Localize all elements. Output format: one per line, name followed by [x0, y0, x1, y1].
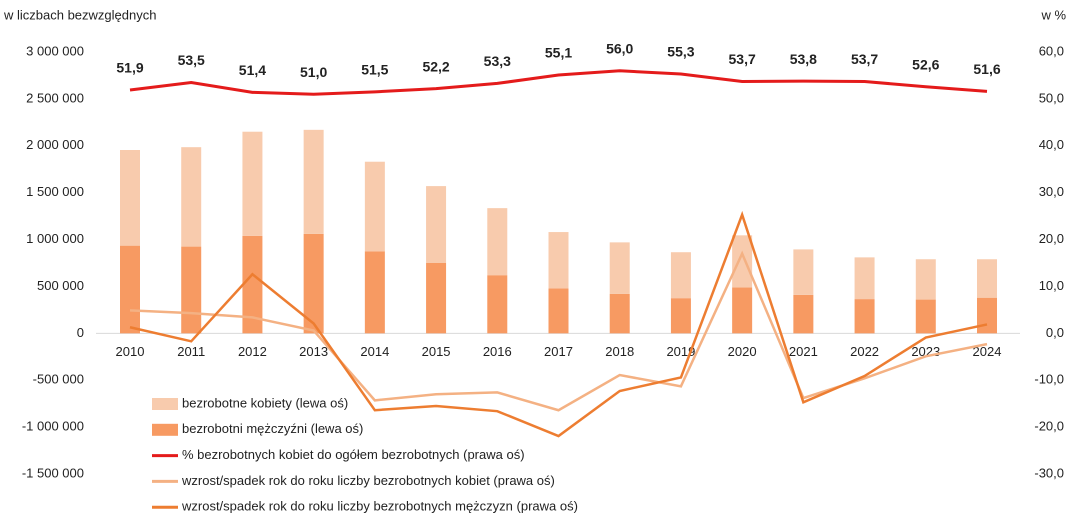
data-label: 51,9: [116, 60, 143, 76]
bar: [181, 246, 202, 334]
bar: [609, 293, 630, 334]
legend-swatch: [152, 423, 178, 436]
y2-tick-label: 0,0: [1046, 325, 1064, 340]
x-tick-label: 2010: [116, 344, 145, 359]
bar: [854, 257, 875, 300]
data-label: 52,6: [912, 56, 939, 72]
y-axis-label: w liczbach bezwzględnych: [3, 7, 156, 22]
data-label: 51,6: [973, 61, 1000, 77]
bar: [426, 263, 447, 334]
bar: [548, 232, 569, 289]
x-tick-label: 2011: [177, 344, 205, 359]
bar: [732, 287, 753, 334]
y-tick-label: 0: [77, 325, 84, 340]
x-tick-label: 2014: [360, 344, 389, 359]
y2-tick-label: 20,0: [1039, 231, 1064, 246]
y-tick-label: 2 500 000: [26, 90, 84, 105]
bar: [977, 259, 997, 298]
y-tick-label: 2 000 000: [26, 137, 84, 152]
y2-axis-label: w %: [1040, 7, 1066, 22]
bar: [120, 245, 140, 334]
data-label: 56,0: [606, 40, 633, 56]
data-label: 53,8: [790, 51, 817, 67]
data-label: 53,3: [484, 53, 511, 69]
y2-tick-label: -20,0: [1034, 419, 1064, 434]
data-label: 51,5: [361, 62, 388, 78]
x-tick-label: 2018: [605, 344, 634, 359]
bar: [487, 275, 508, 334]
y2-tick-label: -10,0: [1034, 372, 1064, 387]
bar: [426, 186, 447, 263]
bar: [120, 149, 140, 246]
y2-tick-label: 50,0: [1039, 90, 1064, 105]
data-label: 51,4: [239, 62, 266, 78]
legend-label: wzrost/spadek rok do roku liczby bezrobo…: [181, 473, 555, 488]
data-label: 51,0: [300, 64, 327, 80]
bar: [670, 252, 691, 299]
bar: [487, 208, 508, 276]
x-tick-label: 2015: [422, 344, 451, 359]
bar: [793, 249, 814, 295]
legend-swatch: [152, 398, 178, 410]
y2-tick-label: -30,0: [1034, 465, 1064, 480]
y-tick-label: 1 000 000: [26, 231, 84, 246]
y-tick-label: -1 000 000: [22, 419, 84, 434]
y2-tick-label: 30,0: [1039, 184, 1064, 199]
y2-tick-label: 40,0: [1039, 137, 1064, 152]
bar: [977, 297, 997, 334]
y-tick-label: 1 500 000: [26, 184, 84, 199]
bar: [915, 259, 936, 300]
y2-tick-label: 10,0: [1039, 278, 1064, 293]
data-label: 53,7: [729, 51, 756, 67]
bar: [364, 161, 385, 252]
bar: [609, 242, 630, 294]
data-label: 52,2: [422, 58, 449, 74]
x-tick-label: 2020: [728, 344, 757, 359]
bar: [670, 298, 691, 334]
bar: [915, 299, 936, 334]
bar: [548, 288, 569, 334]
x-tick-label: 2022: [850, 344, 879, 359]
x-tick-label: 2016: [483, 344, 512, 359]
bar: [242, 235, 263, 334]
bar: [364, 251, 385, 334]
x-tick-label: 2012: [238, 344, 267, 359]
bar: [303, 233, 324, 334]
data-label: 53,5: [178, 52, 205, 68]
legend-label: wzrost/spadek rok do roku liczby bezrobo…: [181, 499, 578, 514]
legend-label: bezrobotni mężczyźni (lewa oś): [182, 421, 363, 436]
line: [129, 210, 988, 438]
data-label: 55,3: [667, 44, 694, 60]
y2-tick-label: 60,0: [1039, 43, 1064, 58]
bar: [854, 299, 875, 334]
x-tick-label: 2013: [299, 344, 328, 359]
y-tick-label: -1 500 000: [22, 465, 84, 480]
data-label: 53,7: [851, 51, 878, 67]
y-tick-label: 500 000: [37, 278, 84, 293]
x-tick-label: 2024: [973, 344, 1002, 359]
legend-label: bezrobotne kobiety (lewa oś): [182, 395, 348, 410]
line: [129, 69, 988, 96]
bar: [181, 147, 202, 247]
data-label: 55,1: [545, 45, 572, 61]
x-tick-label: 2021: [789, 344, 818, 359]
legend-label: % bezrobotnych kobiet do ogółem bezrobot…: [182, 447, 525, 462]
bar: [303, 129, 324, 234]
bar: [242, 131, 263, 236]
x-tick-label: 2017: [544, 344, 573, 359]
bar: [793, 294, 814, 334]
bar: [732, 235, 753, 288]
y-tick-label: 3 000 000: [26, 43, 84, 58]
y-tick-label: -500 000: [33, 372, 84, 387]
